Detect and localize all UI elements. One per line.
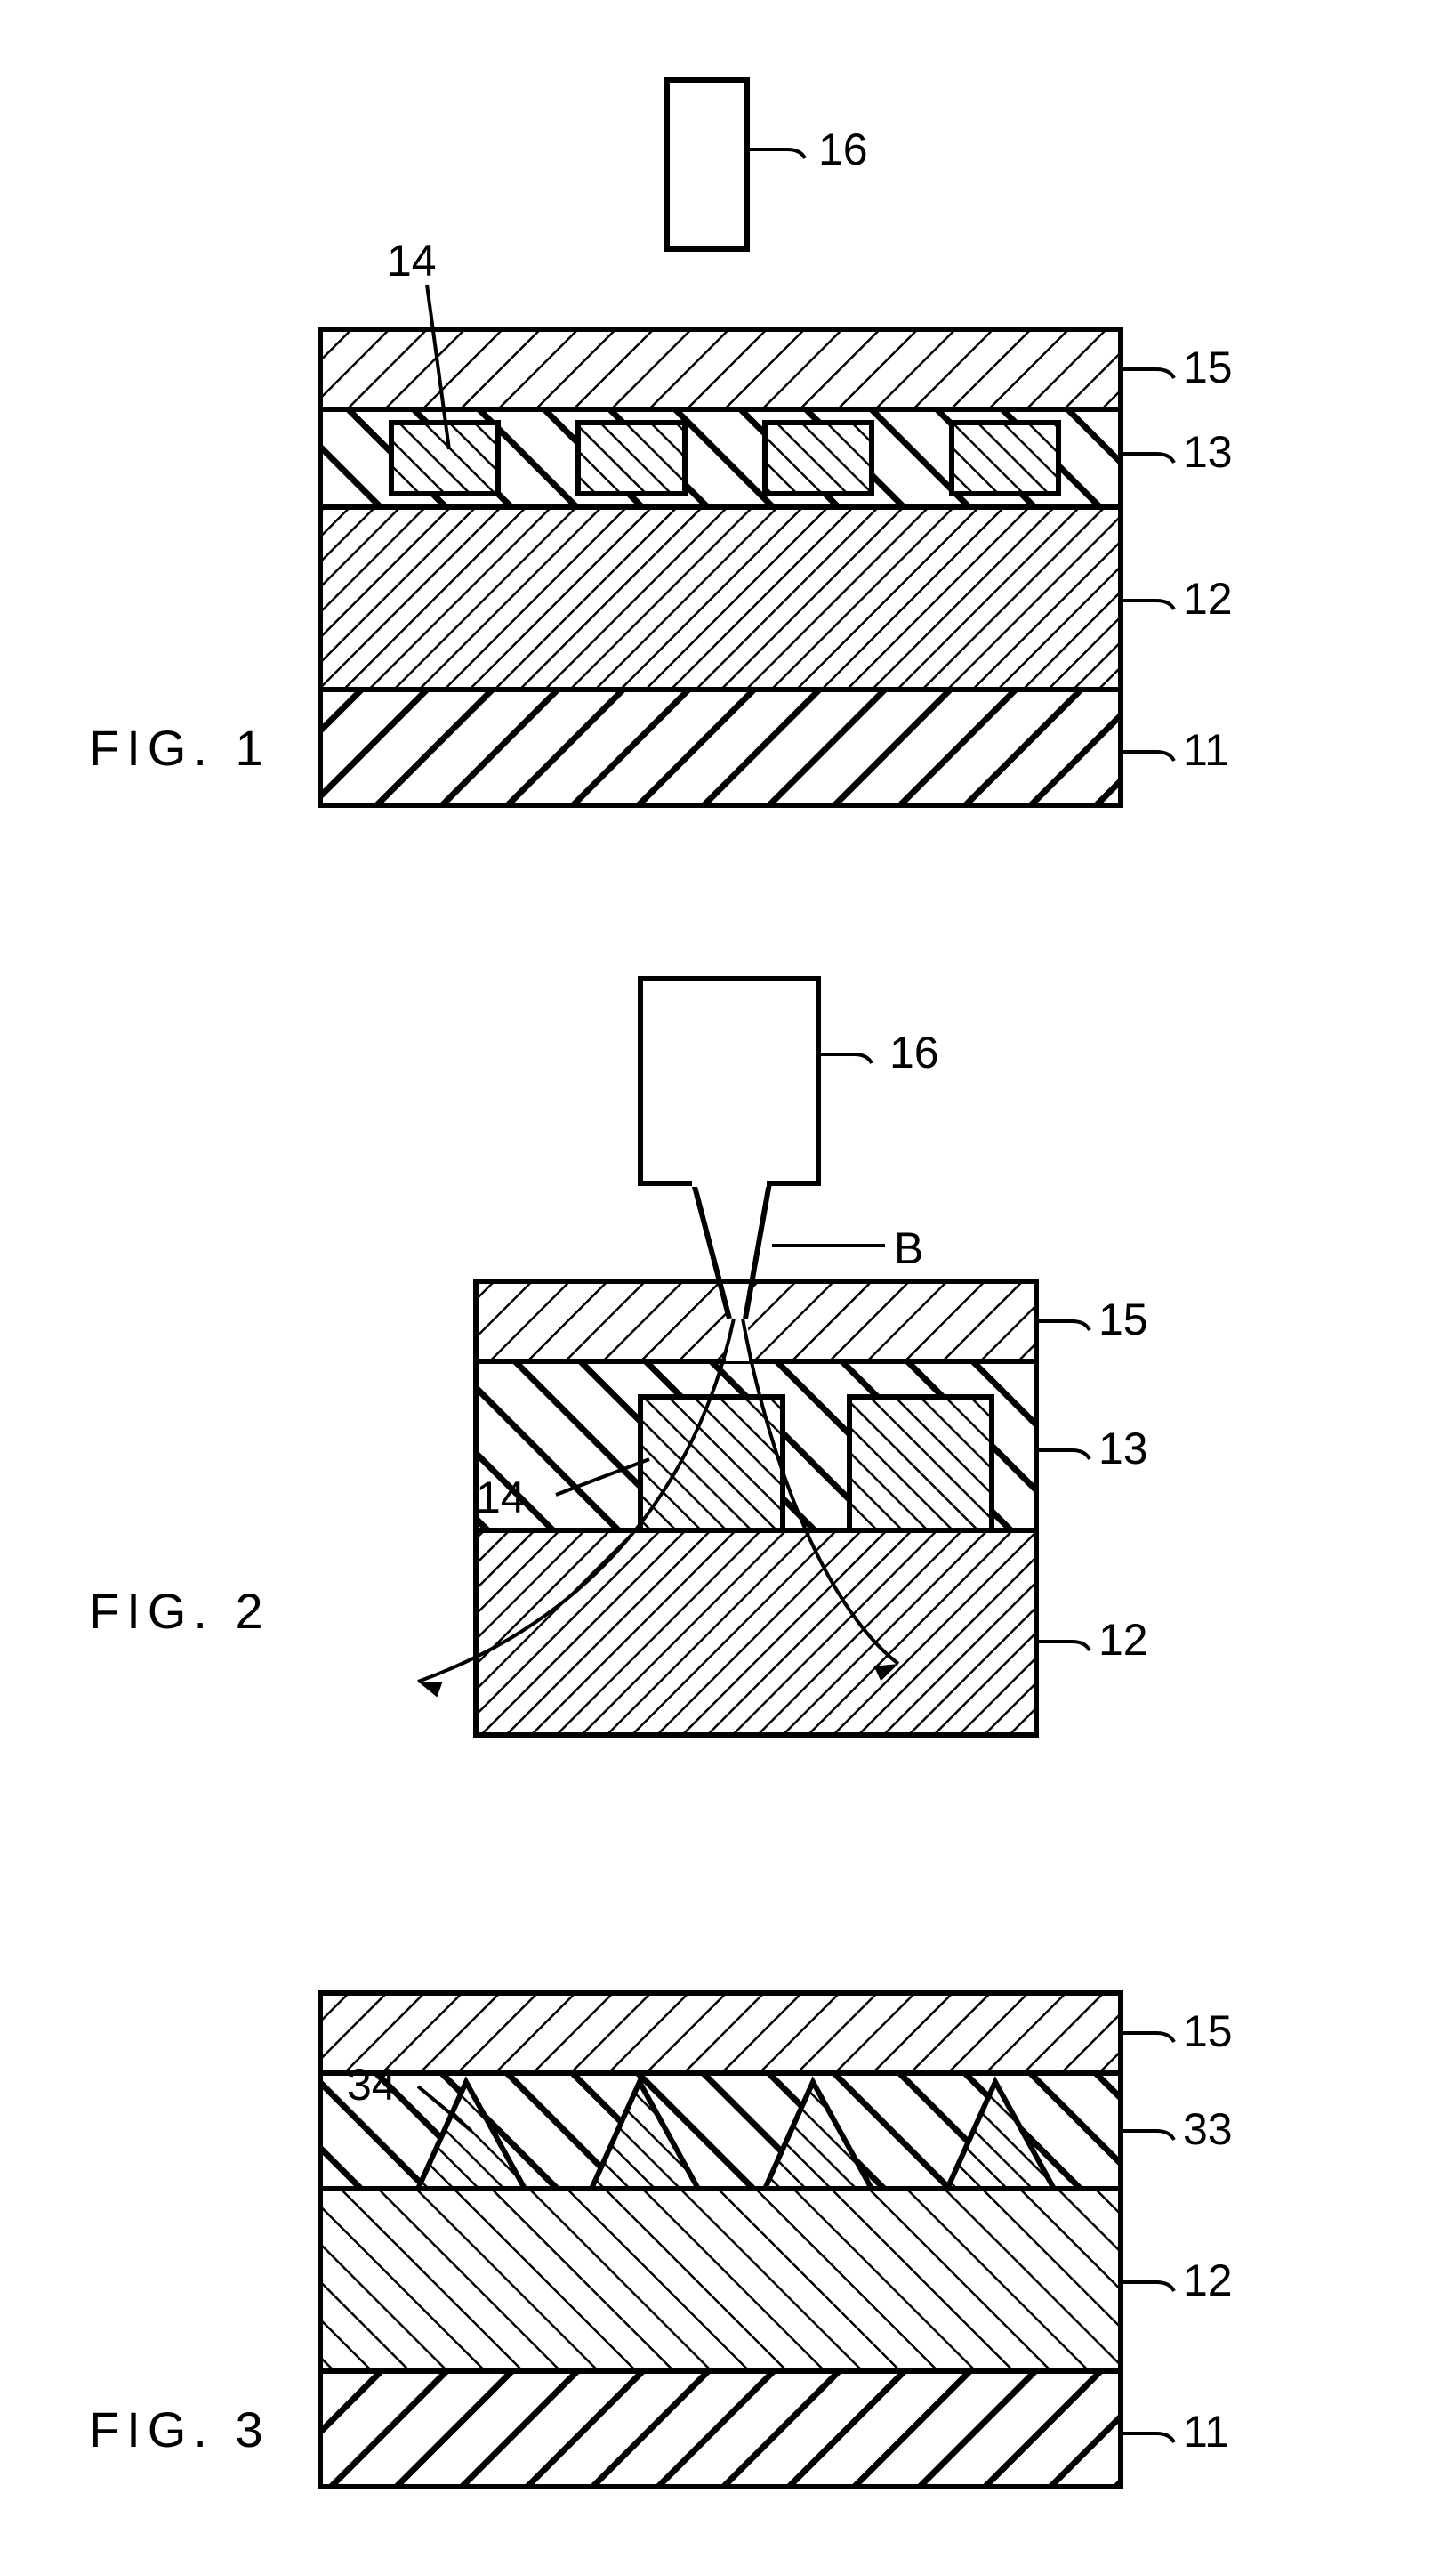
callout-number: 12 (1098, 1615, 1148, 1665)
callout-tick (854, 1054, 872, 1063)
fig1-block-14-1 (578, 423, 685, 494)
callout-number: 33 (1183, 2104, 1233, 2154)
callout-number: 12 (1183, 2255, 1233, 2305)
callout-number: 15 (1098, 1295, 1148, 1344)
callout-number: 15 (1183, 343, 1233, 392)
callout-number: B (894, 1223, 923, 1273)
fig1-layer-15 (320, 329, 1121, 409)
beam-gap (726, 1281, 749, 1361)
fig3-layer-15 (320, 1993, 1121, 2073)
figure-title: FIG. 3 (89, 2401, 270, 2457)
callout-tick (787, 149, 805, 158)
fig1-layer-11 (320, 690, 1121, 805)
fig2-block-14-0 (640, 1397, 783, 1530)
arrowhead-icon (418, 1682, 443, 1697)
fig1-block-14-0 (391, 423, 498, 494)
callout-number: 12 (1183, 574, 1233, 624)
callout-tick (1156, 2433, 1174, 2442)
callout-tick (1072, 1321, 1090, 1330)
callout-tick (1156, 454, 1174, 463)
callout-number: 14 (387, 236, 437, 286)
callout-number: 11 (1183, 725, 1229, 775)
callout-number: 13 (1098, 1424, 1148, 1473)
callout-tick (1072, 1450, 1090, 1459)
callout-number: 16 (889, 1028, 939, 1077)
fig3-layer-12 (320, 2189, 1121, 2371)
callout-tick (1156, 2282, 1174, 2291)
fig1-box-16 (667, 80, 747, 249)
fig2-box-16 (640, 979, 818, 1183)
fig1-block-14-2 (765, 423, 872, 494)
callout-tick (1156, 2033, 1174, 2042)
callout-number: 15 (1183, 2006, 1233, 2056)
callout-tick (1072, 1642, 1090, 1650)
fig3-layer-11 (320, 2371, 1121, 2487)
callout-tick (1156, 369, 1174, 378)
fig2-block-14-1 (849, 1397, 992, 1530)
callout-number: 13 (1183, 427, 1233, 477)
fig2-layer-12 (476, 1530, 1036, 1735)
figure-title: FIG. 2 (89, 1583, 270, 1639)
callout-number: 34 (347, 2060, 397, 2110)
fig1-block-14-3 (952, 423, 1058, 494)
fig1-layer-12 (320, 507, 1121, 690)
callout-number: 11 (1183, 2407, 1229, 2457)
callout-tick (1156, 601, 1174, 609)
callout-number: 14 (476, 1473, 526, 1522)
callout-tick (1156, 2131, 1174, 2140)
callout-number: 16 (818, 125, 868, 174)
callout-tick (1156, 752, 1174, 761)
fig2-layer-15 (476, 1281, 1036, 1361)
figure-title: FIG. 1 (89, 720, 270, 776)
